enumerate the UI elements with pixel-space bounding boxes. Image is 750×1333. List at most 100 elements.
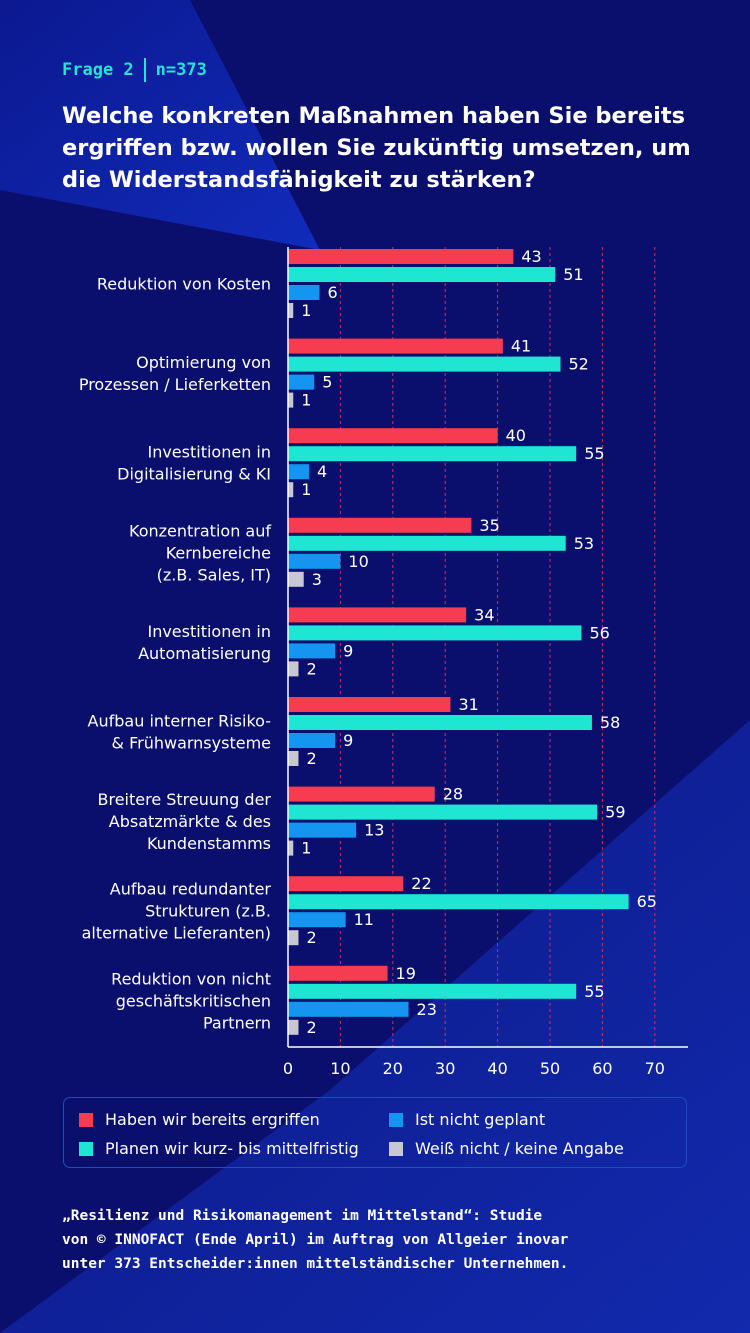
bar-value-label: 31 [458,695,478,714]
sample-size: n=373 [155,60,207,80]
question-kicker: Frage 2 n=373 [62,58,702,82]
legend-swatch-geplant [79,1141,93,1156]
category-label-line: Strukturen (z.B. [145,902,271,921]
category-label-line: Reduktion von nicht [111,969,271,988]
bar [288,517,472,533]
category-label: Reduktion von Kosten [97,275,271,294]
bar-value-label: 41 [511,337,531,356]
category-label-line: Aufbau redundanter [110,880,272,899]
header: Frage 2 n=373 Welche konkreten Maßnahmen… [62,58,702,196]
bar-value-label: 35 [479,516,499,535]
bar-value-label: 40 [506,426,526,445]
question-number: Frage 2 [62,60,134,80]
bar-chart: 4341403534312822195152555356585965556541… [79,247,688,1078]
bar [288,983,577,999]
bar-value-label: 6 [327,283,337,302]
bar-value-label: 58 [600,713,620,732]
bar-value-label: 19 [396,964,416,983]
bar-value-label: 51 [563,265,583,284]
x-tick-label: 70 [645,1059,665,1078]
source-line: unter 373 Entscheider:innen mittelständi… [62,1256,569,1272]
bar [288,751,299,766]
category-label-line: Absatzmärkte & des [109,812,271,831]
category-label: Aufbau redundanter Strukturen (z.B. altern… [82,880,272,943]
bar [288,249,514,264]
bar [288,374,315,390]
bar [288,535,566,551]
legend-label-nicht-geplant: Ist nicht geplant [415,1110,546,1129]
bar-value-label: 2 [306,1018,316,1037]
bar [288,392,294,408]
bar-value-label: 13 [364,821,384,840]
source-line: von © INNOFACT (Ende April) im Auftrag v… [62,1232,569,1248]
category-label-line: Partnern [203,1013,271,1032]
x-tick-label: 10 [330,1059,350,1078]
category-label-line: Investitionen in [147,622,271,641]
category-label-line: alternative Lieferanten) [82,924,271,943]
x-tick-label: 50 [540,1059,560,1078]
bar [288,643,336,659]
category-label: Investitionen in Automatisierung [138,622,271,663]
legend-label-ergriffen: Haben wir bereits ergriffen [105,1110,320,1129]
bar-value-label: 65 [637,892,657,911]
legend-swatch-ergriffen [79,1112,93,1127]
category-label-line: Reduktion von Kosten [97,275,271,294]
category-label-line: Kernbereiche [166,543,271,562]
bar [288,285,320,300]
bar-value-label: 2 [306,928,316,947]
bar [288,464,309,480]
bar-value-label: 9 [343,731,353,750]
category-label-line: Automatisierung [138,644,271,663]
bar [288,482,294,498]
bar [288,894,629,910]
category-label-line: Investitionen in [147,443,271,462]
category-label-line: (z.B. Sales, IT) [157,565,271,584]
source-note: „Resilienz und Risikomanagement im Mitte… [62,1204,702,1276]
bar [288,428,498,444]
bar-value-label: 56 [589,623,609,642]
legend-label-geplant: Planen wir kurz- bis mittelfristig [105,1139,359,1158]
legend: Haben wir bereits ergriffen Planen wir k… [63,1097,687,1168]
x-tick-label: 60 [592,1059,612,1078]
category-label: Konzentration auf Kernbereiche (z.B. Sales… [129,521,271,584]
bar [288,786,435,802]
category-label-line: Kundenstamms [147,834,271,853]
legend-item-ergriffen: Haben wir bereits ergriffen [79,1110,320,1129]
bar-value-label: 11 [354,910,374,929]
bar-value-label: 2 [306,659,316,678]
category-label-line: Digitalisierung & KI [117,465,271,484]
bar-value-label: 53 [574,534,594,553]
category-label-line: Optimierung von [136,353,271,372]
bar [288,446,577,462]
bar [288,733,336,748]
bar-value-label: 23 [417,1000,437,1019]
bar [288,303,294,318]
bar-value-label: 1 [301,480,311,499]
bar-value-label: 3 [312,570,322,589]
x-tick-label: 0 [283,1059,293,1078]
category-label: Investitionen in Digitalisierung & KI [117,443,271,484]
legend-item-nicht-geplant: Ist nicht geplant [389,1110,545,1129]
category-label-line: geschäftskritischen [116,991,271,1010]
bar-value-label: 55 [584,982,604,1001]
x-tick-label: 40 [487,1059,507,1078]
bar [288,930,299,946]
category-label-line: & Frühwarnsysteme [112,734,271,753]
legend-label-weiss-nicht: Weiß nicht / keine Angabe [415,1139,624,1158]
legend-item-geplant: Planen wir kurz- bis mittelfristig [79,1139,359,1158]
bar-value-label: 34 [474,605,494,624]
bar [288,697,451,712]
category-label: Reduktion von nicht geschäftskritischen Pa… [111,969,271,1032]
bar [288,571,304,587]
bar-value-label: 28 [443,785,463,804]
bar-value-label: 1 [301,391,311,410]
bar [288,822,357,838]
bar [288,267,556,282]
source-line: „Resilienz und Risikomanagement im Mitte… [62,1208,543,1224]
bar-value-label: 10 [348,552,368,571]
bar [288,661,299,677]
bar-value-label: 5 [322,373,332,392]
bar [288,553,341,569]
legend-swatch-nicht-geplant [389,1112,403,1127]
